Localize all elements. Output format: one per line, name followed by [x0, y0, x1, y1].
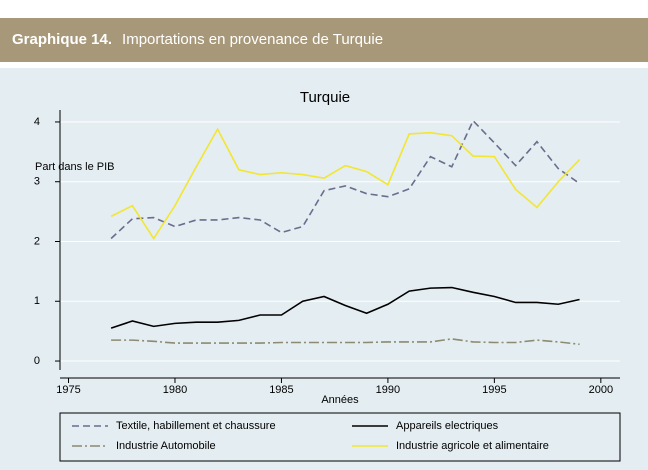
series-line: [110, 119, 581, 240]
legend-label: Industrie agricole et alimentaire: [396, 440, 549, 452]
y-axis-label: Part dans le PIB: [35, 161, 115, 173]
header: Graphique 14. Importations en provenance …: [0, 18, 648, 62]
x-tick-label: 1980: [163, 384, 187, 396]
series-line: [110, 286, 580, 329]
chart: Turquie Part dans le PIB Années 0 1 2 3 4 197…: [0, 68, 648, 470]
legend-box: [59, 412, 621, 462]
y-tick-label: 1: [34, 295, 40, 307]
x-tick-label: 1975: [56, 384, 80, 396]
legend-label: Industrie Automobile: [116, 440, 216, 452]
x-tick-label: 1995: [482, 384, 506, 396]
x-tick-label: 2000: [589, 384, 613, 396]
series-line: [110, 127, 581, 240]
figure-title: Importations en provenance de Turquie: [122, 31, 384, 48]
legend-label: Appareils electriques: [396, 420, 499, 432]
x-tick-label: 1985: [269, 384, 293, 396]
legend-label: Textile, habillement et chaussure: [116, 420, 276, 432]
y-tick-label: 3: [34, 176, 40, 188]
series-line: [111, 338, 580, 346]
x-tick-label: 1990: [376, 384, 400, 396]
y-tick-label: 2: [34, 235, 40, 247]
y-tick-label: 4: [34, 116, 40, 128]
background: [0, 68, 648, 470]
y-tick-label: 0: [34, 355, 40, 367]
x-axis-label: Années: [321, 394, 359, 406]
chart-title: Turquie: [300, 89, 350, 106]
figure-label: Graphique 14.: [12, 31, 113, 48]
